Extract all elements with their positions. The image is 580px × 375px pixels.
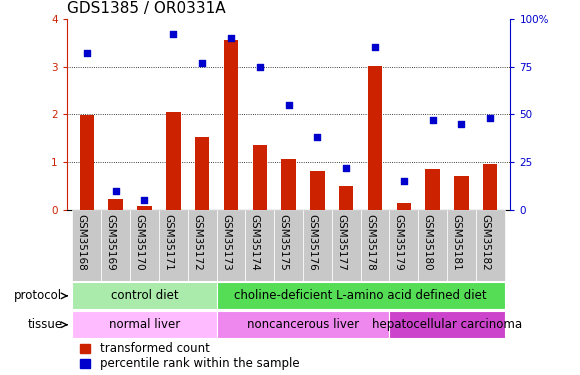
- Text: GSM35175: GSM35175: [278, 214, 289, 270]
- Bar: [389, 311, 505, 338]
- Text: GSM35178: GSM35178: [365, 214, 375, 270]
- Bar: [224, 40, 238, 210]
- Bar: [310, 171, 325, 210]
- Text: protocol: protocol: [14, 290, 63, 302]
- Bar: [72, 311, 216, 338]
- Text: control diet: control diet: [111, 290, 178, 302]
- Text: tissue: tissue: [27, 318, 63, 331]
- Text: GSM35172: GSM35172: [192, 214, 202, 270]
- Bar: [108, 200, 123, 210]
- Bar: [483, 164, 498, 210]
- Bar: [137, 206, 152, 210]
- Bar: [418, 210, 447, 281]
- Bar: [130, 210, 159, 281]
- Text: choline-deficient L-amino acid defined diet: choline-deficient L-amino acid defined d…: [234, 290, 487, 302]
- Bar: [216, 210, 245, 281]
- Text: GSM35182: GSM35182: [480, 214, 490, 270]
- Bar: [425, 170, 440, 210]
- Text: normal liver: normal liver: [109, 318, 180, 331]
- Point: [342, 165, 351, 171]
- Bar: [72, 282, 216, 309]
- Text: GSM35169: GSM35169: [106, 214, 115, 270]
- Point: [226, 35, 235, 41]
- Text: GSM35170: GSM35170: [135, 214, 144, 270]
- Bar: [188, 210, 216, 281]
- Point: [371, 45, 380, 51]
- Text: GSM35177: GSM35177: [336, 214, 346, 270]
- Text: transformed count: transformed count: [100, 342, 210, 355]
- Bar: [332, 210, 361, 281]
- Bar: [476, 210, 505, 281]
- Bar: [80, 359, 90, 368]
- Text: GSM35174: GSM35174: [250, 214, 260, 270]
- Bar: [368, 66, 382, 210]
- Bar: [195, 137, 209, 210]
- Bar: [72, 210, 102, 281]
- Point: [82, 50, 92, 56]
- Text: GSM35176: GSM35176: [307, 214, 317, 270]
- Text: GSM35179: GSM35179: [394, 214, 404, 270]
- Point: [428, 117, 437, 123]
- Point: [485, 115, 495, 121]
- Point: [197, 60, 206, 66]
- Text: GSM35171: GSM35171: [164, 214, 173, 270]
- Bar: [274, 210, 303, 281]
- Text: hepatocellular carcinoma: hepatocellular carcinoma: [372, 318, 522, 331]
- Point: [140, 197, 149, 203]
- Bar: [339, 186, 353, 210]
- Bar: [361, 210, 389, 281]
- Bar: [166, 112, 180, 210]
- Text: GSM35168: GSM35168: [77, 214, 87, 270]
- Text: GSM35173: GSM35173: [221, 214, 231, 270]
- Bar: [252, 146, 267, 210]
- Point: [313, 134, 322, 140]
- Bar: [216, 311, 389, 338]
- Text: GSM35180: GSM35180: [423, 214, 433, 270]
- Bar: [80, 344, 90, 353]
- Point: [399, 178, 408, 184]
- Bar: [245, 210, 274, 281]
- Bar: [281, 159, 296, 210]
- Bar: [397, 203, 411, 210]
- Bar: [102, 210, 130, 281]
- Point: [255, 63, 264, 70]
- Bar: [303, 210, 332, 281]
- Bar: [79, 116, 94, 210]
- Text: percentile rank within the sample: percentile rank within the sample: [100, 357, 300, 370]
- Point: [111, 188, 120, 194]
- Point: [457, 121, 466, 127]
- Point: [284, 102, 293, 108]
- Bar: [447, 210, 476, 281]
- Text: GSM35181: GSM35181: [451, 214, 462, 270]
- Text: GDS1385 / OR0331A: GDS1385 / OR0331A: [67, 1, 225, 16]
- Bar: [454, 176, 469, 210]
- Bar: [159, 210, 188, 281]
- Bar: [216, 282, 505, 309]
- Point: [169, 31, 178, 37]
- Bar: [389, 210, 418, 281]
- Text: noncancerous liver: noncancerous liver: [247, 318, 359, 331]
